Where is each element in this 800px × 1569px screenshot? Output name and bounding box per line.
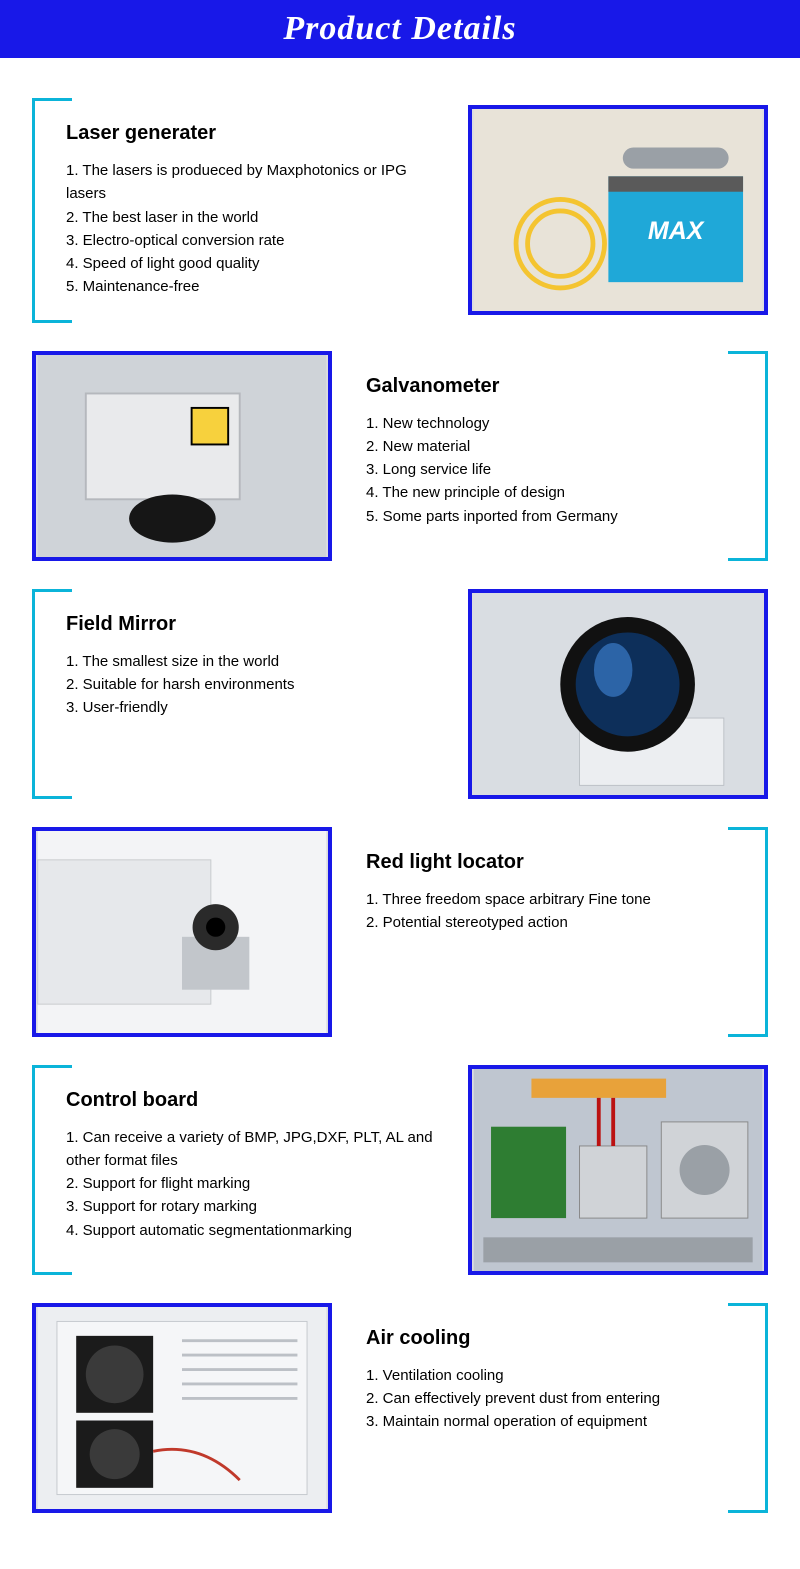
section-field-mirror: Field Mirror 1. The smallest size in the… <box>32 589 768 799</box>
product-image-red-light-locator <box>32 827 332 1037</box>
product-image-control-board <box>468 1065 768 1275</box>
list-item: 2. Can effectively prevent dust from ent… <box>366 1387 744 1410</box>
section-text: Red light locator 1. Three freedom space… <box>332 827 768 1037</box>
section-title: Laser generater <box>66 122 444 145</box>
section-text: Laser generater 1. The lasers is produec… <box>32 98 468 323</box>
section-title: Galvanometer <box>366 375 744 398</box>
section-list: 1. The lasers is produeced by Maxphotoni… <box>66 159 444 299</box>
product-image-galvanometer <box>32 351 332 561</box>
list-item: 1. The lasers is produeced by Maxphotoni… <box>66 159 444 206</box>
bracket-decoration <box>728 558 768 561</box>
section-title: Field Mirror <box>66 613 444 636</box>
bracket-decoration <box>728 351 768 354</box>
bracket-decoration <box>32 1065 35 1275</box>
sections-container: Laser generater 1. The lasers is produec… <box>0 58 800 1561</box>
section-title: Red light locator <box>366 851 744 874</box>
product-image-field-mirror <box>468 589 768 799</box>
section-list: 1. Three freedom space arbitrary Fine to… <box>366 888 744 935</box>
section-text: Field Mirror 1. The smallest size in the… <box>32 589 468 799</box>
bracket-decoration <box>32 98 72 101</box>
bracket-decoration <box>728 1034 768 1037</box>
bracket-decoration <box>728 1303 768 1306</box>
list-item: 5. Maintenance-free <box>66 275 444 298</box>
bracket-decoration <box>765 1303 768 1513</box>
bracket-decoration <box>728 1510 768 1513</box>
list-item: 3. Maintain normal operation of equipmen… <box>366 1410 744 1433</box>
section-galvanometer: Galvanometer 1. New technology 2. New ma… <box>32 351 768 561</box>
bracket-decoration <box>32 1272 72 1275</box>
list-item: 2. Suitable for harsh environments <box>66 673 444 696</box>
list-item: 2. The best laser in the world <box>66 206 444 229</box>
section-text: Galvanometer 1. New technology 2. New ma… <box>332 351 768 561</box>
list-item: 1. The smallest size in the world <box>66 650 444 673</box>
list-item: 3. Electro-optical conversion rate <box>66 229 444 252</box>
product-image-laser-generator: MAX <box>468 105 768 315</box>
section-text: Control board 1. Can receive a variety o… <box>32 1065 468 1275</box>
section-list: 1. The smallest size in the world 2. Sui… <box>66 650 444 720</box>
section-text: Air cooling 1. Ventilation cooling 2. Ca… <box>332 1303 768 1513</box>
list-item: 2. Support for flight marking <box>66 1172 444 1195</box>
list-item: 4. Speed of light good quality <box>66 252 444 275</box>
bracket-decoration <box>32 589 35 799</box>
bracket-decoration <box>32 1065 72 1068</box>
bracket-decoration <box>32 98 35 323</box>
list-item: 2. Potential stereotyped action <box>366 911 744 934</box>
page-title: Product Details <box>283 10 516 47</box>
bracket-decoration <box>765 351 768 561</box>
bracket-decoration <box>32 320 72 323</box>
section-title: Air cooling <box>366 1327 744 1350</box>
section-air-cooling: Air cooling 1. Ventilation cooling 2. Ca… <box>32 1303 768 1513</box>
list-item: 2. New material <box>366 435 744 458</box>
svg-text:MAX: MAX <box>648 217 705 245</box>
list-item: 5. Some parts inported from Germany <box>366 505 744 528</box>
section-control-board: Control board 1. Can receive a variety o… <box>32 1065 768 1275</box>
bracket-decoration <box>32 796 72 799</box>
list-item: 4. The new principle of design <box>366 481 744 504</box>
list-item: 3. Support for rotary marking <box>66 1195 444 1218</box>
list-item: 1. Three freedom space arbitrary Fine to… <box>366 888 744 911</box>
section-title: Control board <box>66 1089 444 1112</box>
list-item: 1. Can receive a variety of BMP, JPG,DXF… <box>66 1126 444 1173</box>
list-item: 4. Support automatic segmentationmarking <box>66 1219 444 1242</box>
section-list: 1. New technology 2. New material 3. Lon… <box>366 412 744 528</box>
section-laser-generator: Laser generater 1. The lasers is produec… <box>32 98 768 323</box>
section-list: 1. Ventilation cooling 2. Can effectivel… <box>366 1364 744 1434</box>
list-item: 1. Ventilation cooling <box>366 1364 744 1387</box>
section-red-light-locator: Red light locator 1. Three freedom space… <box>32 827 768 1037</box>
page-header-banner: Product Details <box>0 0 800 58</box>
section-list: 1. Can receive a variety of BMP, JPG,DXF… <box>66 1126 444 1242</box>
list-item: 3. User-friendly <box>66 696 444 719</box>
bracket-decoration <box>728 827 768 830</box>
product-image-air-cooling <box>32 1303 332 1513</box>
bracket-decoration <box>32 589 72 592</box>
bracket-decoration <box>765 827 768 1037</box>
list-item: 1. New technology <box>366 412 744 435</box>
list-item: 3. Long service life <box>366 458 744 481</box>
